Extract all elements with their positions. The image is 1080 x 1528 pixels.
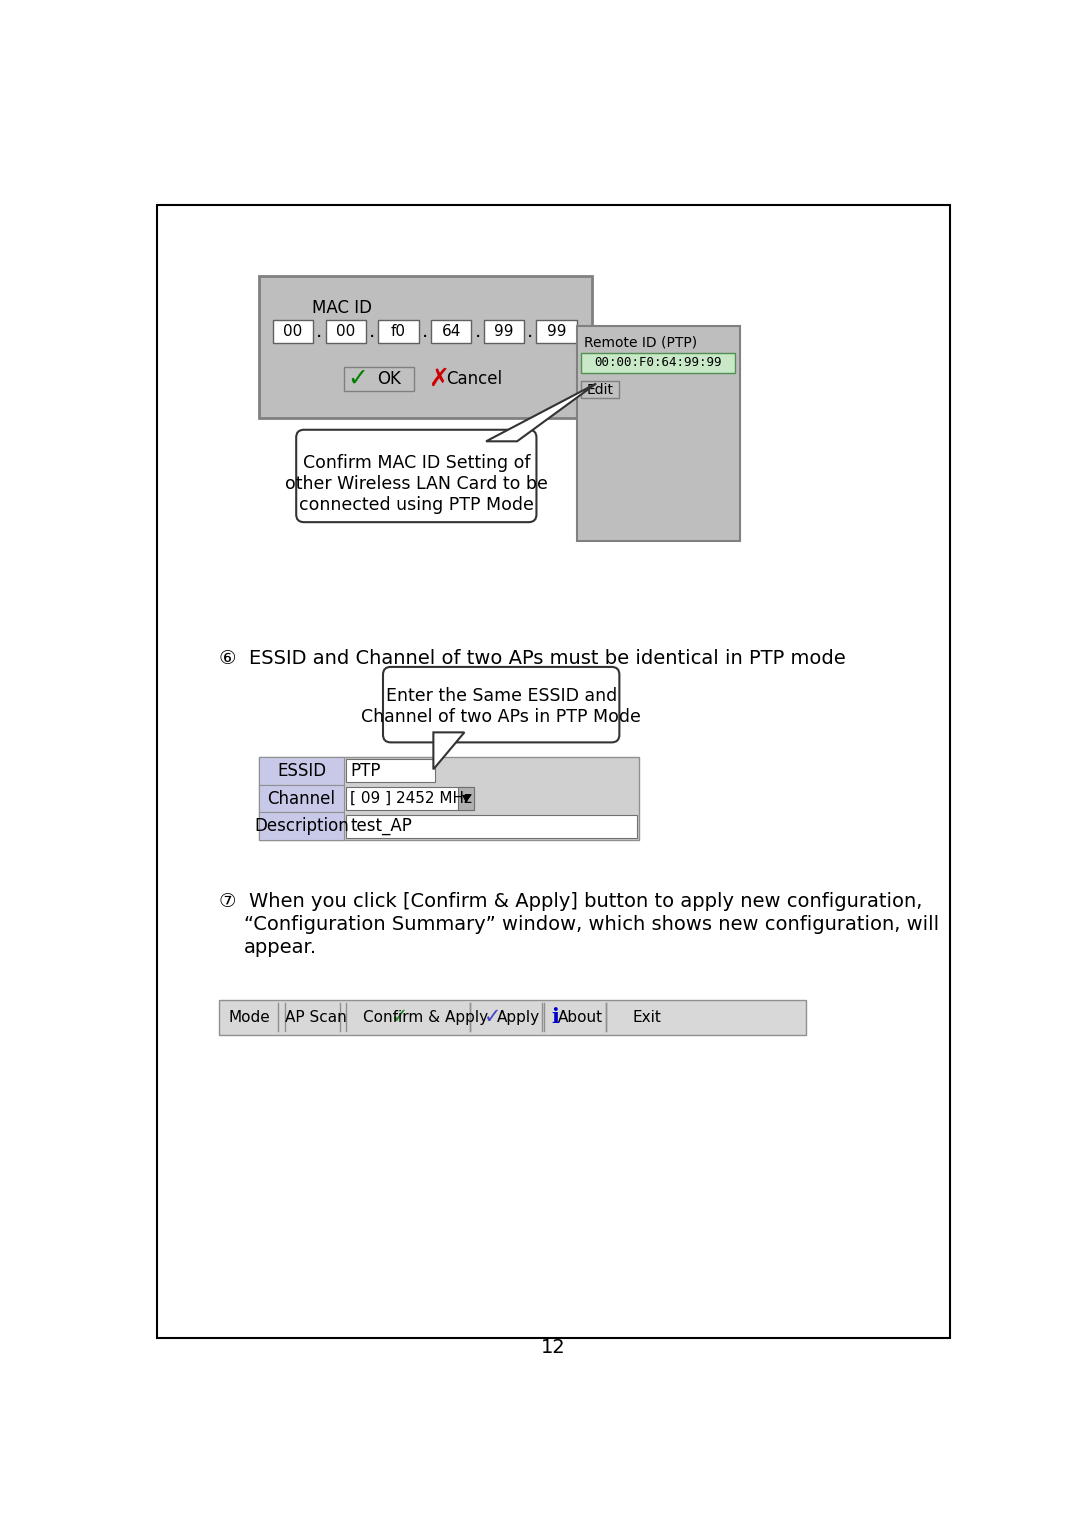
Text: 00: 00 [336,324,355,339]
FancyBboxPatch shape [157,205,950,1339]
Text: Channel: Channel [268,790,336,808]
Text: Confirm & Apply: Confirm & Apply [363,1010,488,1025]
Text: .: . [474,322,481,341]
FancyBboxPatch shape [259,756,345,785]
Text: 00: 00 [283,324,302,339]
FancyBboxPatch shape [581,382,619,399]
Text: ⑥  ESSID and Channel of two APs must be identical in PTP mode: ⑥ ESSID and Channel of two APs must be i… [218,649,846,668]
Text: About: About [558,1010,604,1025]
FancyBboxPatch shape [259,275,592,419]
Text: Remote ID (PTP): Remote ID (PTP) [584,335,698,348]
Text: test_AP: test_AP [350,817,413,836]
FancyBboxPatch shape [537,319,577,342]
Text: ESSID: ESSID [278,762,326,779]
Text: Exit: Exit [632,1010,661,1025]
FancyBboxPatch shape [346,759,435,782]
FancyBboxPatch shape [346,787,474,810]
Text: appear.: appear. [243,938,316,957]
Text: ✗: ✗ [429,367,449,391]
FancyBboxPatch shape [458,787,474,810]
Text: ✓: ✓ [484,1007,502,1027]
FancyBboxPatch shape [259,756,638,840]
Text: Confirm MAC ID Setting of: Confirm MAC ID Setting of [302,454,530,472]
Text: Enter the Same ESSID and: Enter the Same ESSID and [386,688,617,704]
Text: OK: OK [377,370,401,388]
Text: .: . [421,322,428,341]
Text: Channel of two APs in PTP Mode: Channel of two APs in PTP Mode [361,707,642,726]
Polygon shape [433,732,464,769]
Text: Mode: Mode [229,1010,271,1025]
Text: f0: f0 [391,324,406,339]
FancyBboxPatch shape [218,999,806,1034]
Text: ℹ: ℹ [551,1007,559,1027]
Text: “Configuration Summary” window, which shows new configuration, will: “Configuration Summary” window, which sh… [243,915,939,934]
Text: other Wireless LAN Card to be: other Wireless LAN Card to be [285,475,548,494]
Text: 99: 99 [495,324,514,339]
FancyBboxPatch shape [259,785,345,813]
Text: Edit: Edit [586,382,613,397]
FancyBboxPatch shape [346,814,637,837]
FancyBboxPatch shape [296,429,537,523]
Text: 12: 12 [541,1339,566,1357]
Text: 99: 99 [546,324,566,339]
FancyBboxPatch shape [345,367,414,391]
FancyBboxPatch shape [581,353,734,373]
FancyBboxPatch shape [378,319,419,342]
FancyBboxPatch shape [259,813,345,840]
Text: ✓: ✓ [348,367,368,391]
FancyBboxPatch shape [577,325,740,541]
Text: MAC ID: MAC ID [312,299,372,316]
Text: .: . [369,322,375,341]
Text: Cancel: Cancel [446,370,502,388]
Text: 00:00:F0:64:99:99: 00:00:F0:64:99:99 [594,356,721,370]
Text: connected using PTP Mode: connected using PTP Mode [299,497,534,513]
Polygon shape [486,384,596,442]
FancyBboxPatch shape [484,319,524,342]
Text: ⑦  When you click [Confirm & Apply] button to apply new configuration,: ⑦ When you click [Confirm & Apply] butto… [218,892,922,911]
FancyBboxPatch shape [431,319,471,342]
Text: ▼: ▼ [461,793,470,804]
FancyBboxPatch shape [383,666,619,743]
Text: .: . [316,322,323,341]
FancyBboxPatch shape [273,319,313,342]
Text: PTP: PTP [350,762,381,779]
Text: Description: Description [254,817,349,836]
Text: Apply: Apply [497,1010,540,1025]
Text: AP Scan: AP Scan [285,1010,347,1025]
Text: 64: 64 [442,324,461,339]
FancyBboxPatch shape [326,319,366,342]
Text: [ 09 ] 2452 MHz: [ 09 ] 2452 MHz [350,792,472,807]
Text: .: . [527,322,534,341]
Text: ✓: ✓ [391,1007,409,1027]
